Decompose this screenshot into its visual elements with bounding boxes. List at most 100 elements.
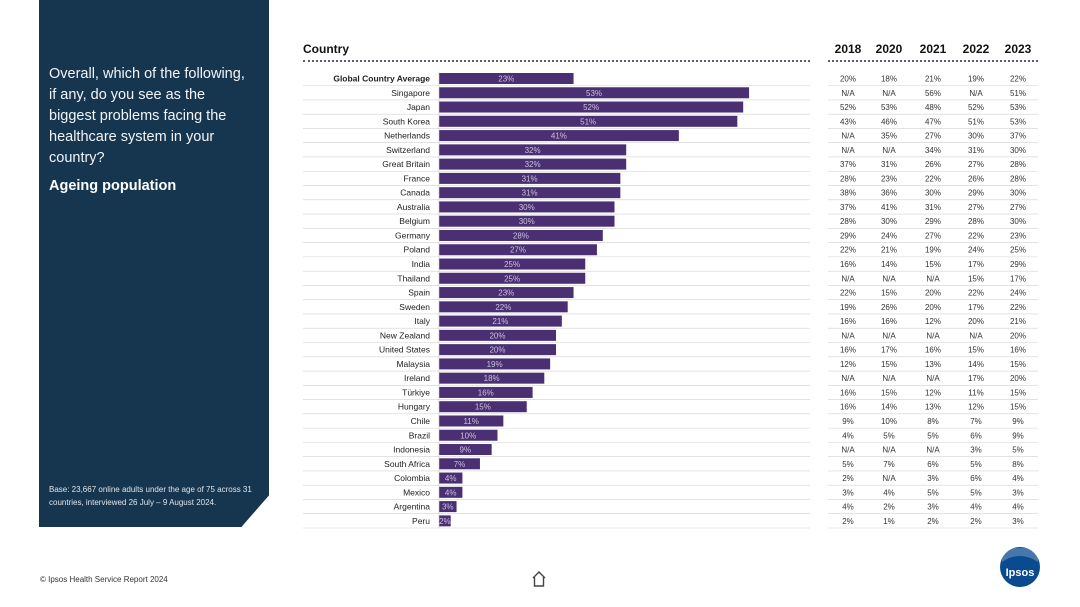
- table-cell: 20%: [925, 289, 941, 298]
- table-cell: 4%: [1012, 503, 1024, 512]
- bar-value-label: 52%: [583, 103, 599, 112]
- table-cell: 20%: [1010, 374, 1026, 383]
- table-cell: 52%: [840, 103, 856, 112]
- table-cell: 38%: [840, 189, 856, 198]
- bar-value-label: 2%: [439, 517, 451, 526]
- table-cell: 30%: [1010, 189, 1026, 198]
- bar: [439, 244, 597, 256]
- table-cell: 28%: [1010, 174, 1026, 183]
- table-cell: N/A: [841, 132, 855, 141]
- table-cell: 23%: [1010, 231, 1026, 240]
- topic-title: Ageing population: [49, 178, 177, 194]
- table-cell: 4%: [883, 488, 895, 497]
- bar: [439, 101, 744, 113]
- country-label: Ireland: [404, 373, 430, 383]
- table-cell: 31%: [881, 160, 897, 169]
- table-cell: 15%: [1010, 388, 1026, 397]
- table-cell: 3%: [927, 474, 939, 483]
- table-cell: 16%: [840, 317, 856, 326]
- question-panel: Overall, which of the following, if any,…: [39, 0, 269, 527]
- table-cell: 7%: [883, 460, 895, 469]
- table-cell: 22%: [925, 174, 941, 183]
- country-label: Colombia: [394, 473, 430, 483]
- year-header-2021: 2021: [919, 42, 947, 56]
- year-header-2020: 2020: [875, 42, 903, 56]
- table-cell: N/A: [841, 331, 855, 340]
- table-cell: 53%: [881, 103, 897, 112]
- country-column-header: Country: [303, 42, 349, 56]
- country-label: Canada: [400, 188, 430, 198]
- table-cell: 30%: [968, 132, 984, 141]
- table-cell: 51%: [1010, 89, 1026, 98]
- country-label: France: [404, 173, 431, 183]
- country-label: Japan: [407, 102, 430, 112]
- table-cell: N/A: [882, 331, 896, 340]
- table-cell: 27%: [968, 203, 984, 212]
- home-icon[interactable]: [531, 570, 547, 588]
- table-cell: 29%: [968, 189, 984, 198]
- country-label: Malaysia: [396, 359, 430, 369]
- table-cell: 18%: [881, 75, 897, 84]
- table-cell: 2%: [883, 503, 895, 512]
- bar-value-label: 9%: [460, 446, 472, 455]
- bar-value-label: 31%: [522, 174, 538, 183]
- table-cell: 5%: [842, 460, 854, 469]
- question-text: Overall, which of the following, if any,…: [49, 66, 245, 166]
- table-cell: 16%: [840, 346, 856, 355]
- bar: [439, 415, 504, 427]
- table-cell: 37%: [1010, 132, 1026, 141]
- table-cell: 25%: [1010, 246, 1026, 255]
- year-header-2018: 2018: [834, 42, 862, 56]
- bar-value-label: 32%: [525, 146, 541, 155]
- bar: [439, 287, 574, 299]
- year-header-2023: 2023: [1004, 42, 1032, 56]
- year-header-2022: 2022: [962, 42, 990, 56]
- country-label: Peru: [412, 516, 430, 526]
- country-label: Germany: [395, 230, 431, 240]
- table-cell: 17%: [968, 303, 984, 312]
- table-cell: 28%: [968, 217, 984, 226]
- table-cell: 5%: [927, 488, 939, 497]
- table-cell: N/A: [969, 331, 983, 340]
- table-cell: 24%: [1010, 289, 1026, 298]
- country-label: Spain: [408, 288, 430, 298]
- bar: [439, 429, 498, 441]
- bar: [439, 87, 750, 99]
- table-cell: N/A: [841, 89, 855, 98]
- table-cell: N/A: [882, 89, 896, 98]
- country-label: Netherlands: [384, 131, 430, 141]
- country-label: Global Country Average: [333, 74, 430, 84]
- table-cell: 28%: [840, 174, 856, 183]
- bar-value-label: 22%: [495, 303, 511, 312]
- table-cell: 27%: [1010, 203, 1026, 212]
- table-cell: 3%: [842, 488, 854, 497]
- bar-value-label: 4%: [445, 488, 457, 497]
- table-cell: 19%: [925, 246, 941, 255]
- bar: [439, 501, 457, 513]
- table-cell: 16%: [1010, 346, 1026, 355]
- table-cell: 47%: [925, 117, 941, 126]
- table-cell: 23%: [881, 174, 897, 183]
- table-cell: 30%: [1010, 146, 1026, 155]
- table-cell: 6%: [927, 460, 939, 469]
- table-cell: 26%: [968, 174, 984, 183]
- country-label: South Korea: [383, 116, 431, 126]
- table-cell: 56%: [925, 89, 941, 98]
- ipsos-logo[interactable]: Ipsos: [999, 546, 1041, 588]
- table-cell: 16%: [925, 346, 941, 355]
- table-cell: 19%: [840, 303, 856, 312]
- table-cell: N/A: [969, 89, 983, 98]
- table-cell: 13%: [925, 360, 941, 369]
- table-cell: 34%: [925, 146, 941, 155]
- country-label: Thailand: [397, 273, 430, 283]
- table-cell: 16%: [840, 388, 856, 397]
- table-cell: 15%: [881, 388, 897, 397]
- table-cell: N/A: [926, 331, 940, 340]
- table-cell: 16%: [840, 260, 856, 269]
- table-cell: 20%: [968, 317, 984, 326]
- table-cell: N/A: [926, 446, 940, 455]
- table-cell: 27%: [925, 231, 941, 240]
- table-cell: 41%: [881, 203, 897, 212]
- country-label: Chile: [411, 416, 431, 426]
- country-label: India: [412, 259, 431, 269]
